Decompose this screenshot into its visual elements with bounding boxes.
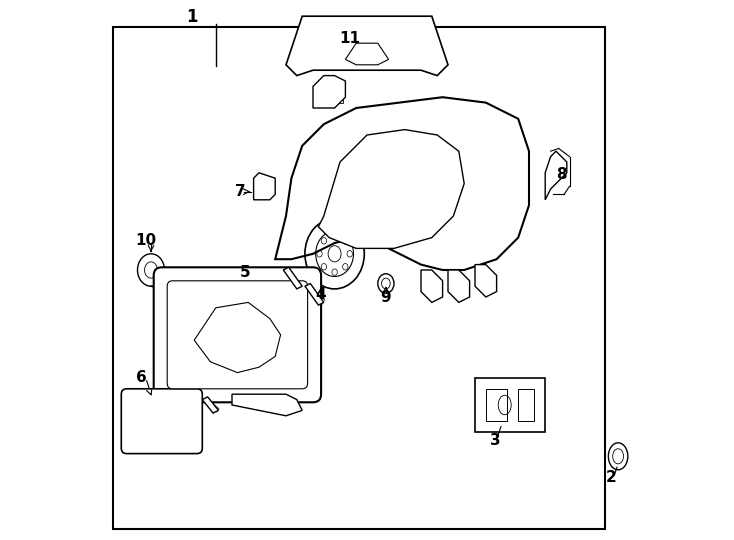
Bar — [486, 389, 507, 421]
Text: 6: 6 — [136, 370, 147, 386]
Polygon shape — [475, 265, 497, 297]
Text: 1: 1 — [186, 8, 197, 26]
Polygon shape — [275, 97, 529, 270]
Text: 5: 5 — [240, 265, 251, 280]
FancyBboxPatch shape — [121, 389, 203, 454]
FancyBboxPatch shape — [153, 267, 321, 402]
Text: 2: 2 — [606, 470, 617, 485]
FancyBboxPatch shape — [167, 281, 308, 389]
Bar — [518, 389, 534, 421]
Polygon shape — [286, 16, 448, 76]
Polygon shape — [346, 43, 388, 65]
Polygon shape — [203, 397, 219, 413]
Text: 7: 7 — [235, 184, 245, 199]
Text: 9: 9 — [381, 289, 391, 305]
Text: 8: 8 — [556, 167, 567, 182]
Polygon shape — [195, 302, 280, 373]
Text: 11: 11 — [339, 31, 360, 46]
Polygon shape — [313, 76, 346, 108]
Polygon shape — [254, 173, 275, 200]
Bar — [321, 81, 343, 103]
Polygon shape — [319, 130, 464, 248]
Polygon shape — [283, 267, 302, 289]
Polygon shape — [448, 270, 470, 302]
Text: 4: 4 — [316, 287, 327, 302]
Text: 3: 3 — [490, 433, 501, 448]
Text: 10: 10 — [135, 233, 156, 248]
Bar — [475, 378, 545, 432]
Polygon shape — [545, 151, 567, 200]
Polygon shape — [232, 394, 302, 416]
Polygon shape — [421, 270, 443, 302]
Polygon shape — [305, 284, 324, 305]
Bar — [256, 181, 267, 197]
